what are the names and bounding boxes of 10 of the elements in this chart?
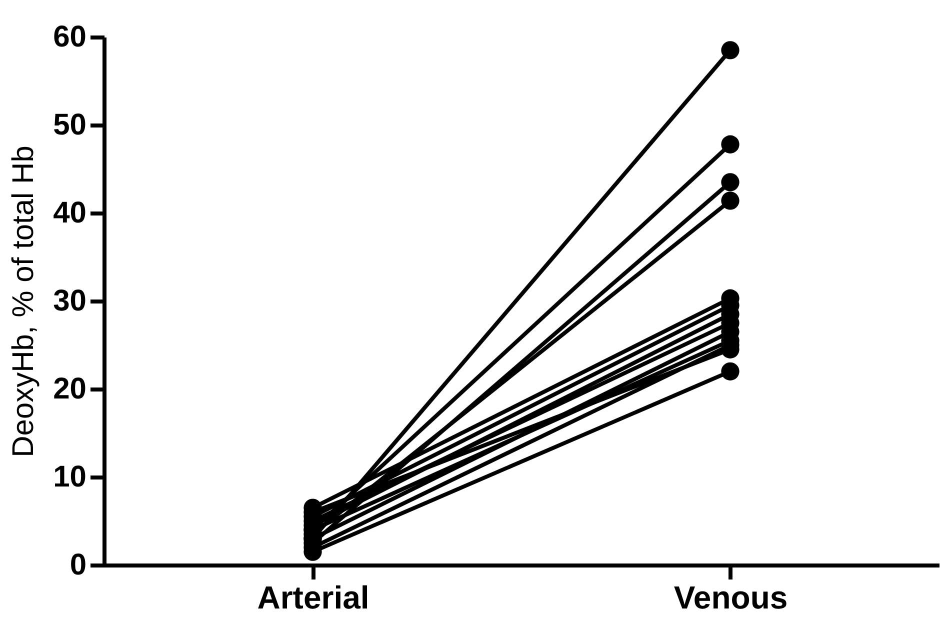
y-tick-label: 50: [53, 108, 86, 142]
y-tick-label: 10: [53, 460, 86, 494]
y-tick-label: 60: [53, 20, 86, 54]
y-tick-label: 40: [53, 196, 86, 230]
x-tick-label: Venous: [674, 580, 788, 616]
x-tick-label: Arterial: [257, 580, 370, 616]
y-tick-label: 30: [53, 284, 86, 318]
y-tick-label: 20: [53, 372, 86, 406]
y-tick-label: 0: [70, 548, 86, 582]
y-axis-title: DeoxyHb, % of total Hb: [7, 146, 40, 458]
